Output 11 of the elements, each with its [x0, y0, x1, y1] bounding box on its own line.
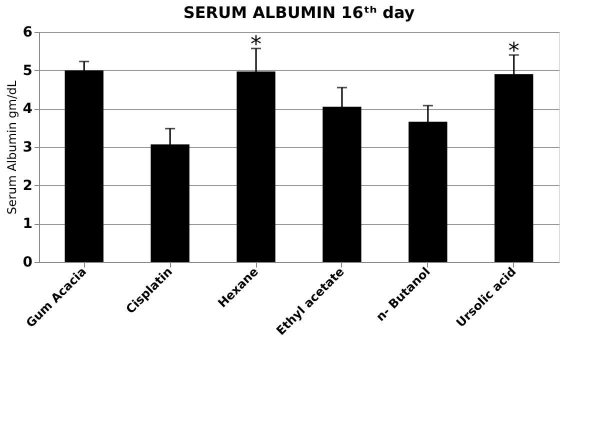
y-tick-label: 3	[22, 140, 32, 156]
y-tick-label: 1	[22, 216, 32, 232]
y-tick-label: 6	[22, 24, 32, 40]
y-tick-label: 0	[22, 254, 33, 270]
chart-title: SERUM ALBUMIN 16ᵗʰ day	[183, 3, 416, 22]
y-tick-label: 4	[22, 101, 33, 118]
annotation: *	[508, 39, 520, 64]
annotation: *	[250, 32, 262, 58]
y-tick-label: 5	[22, 62, 32, 79]
y-axis-title: Serum Albumin gm/dL	[4, 80, 19, 214]
y-tick-label: 2	[22, 178, 32, 194]
